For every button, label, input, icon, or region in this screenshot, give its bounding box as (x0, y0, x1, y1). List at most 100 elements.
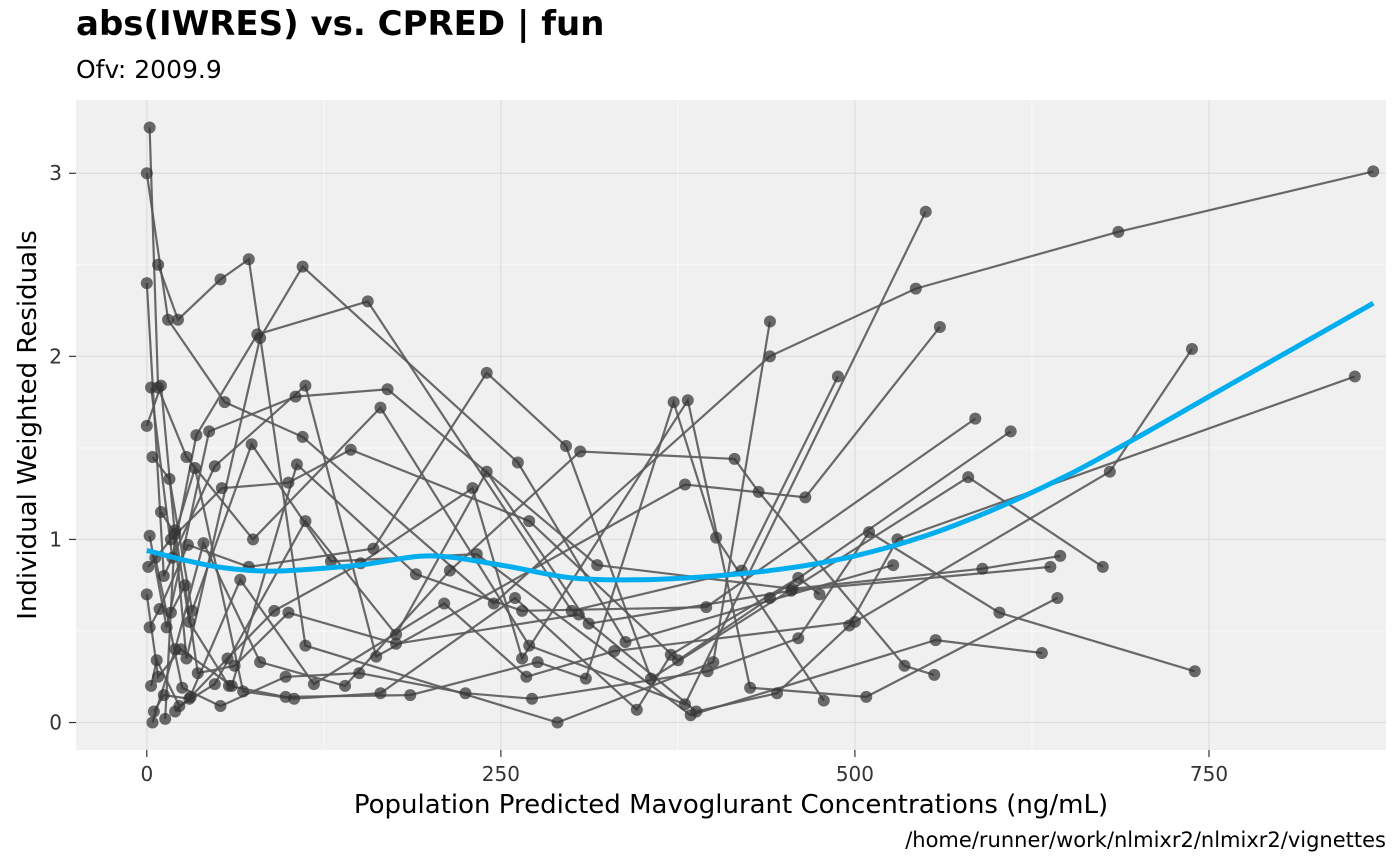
data-point (644, 672, 657, 685)
data-point (299, 639, 312, 652)
data-point (237, 685, 250, 698)
data-point (296, 430, 309, 443)
data-point (299, 379, 312, 392)
data-point (909, 282, 922, 295)
smooth-line (146, 301, 1375, 583)
data-point (208, 678, 221, 691)
data-point (186, 604, 199, 617)
data-point (154, 379, 167, 392)
data-point (560, 440, 573, 453)
data-point (176, 681, 189, 694)
data-point (162, 313, 175, 326)
data-point (929, 634, 942, 647)
data-point (763, 350, 776, 363)
data-point (152, 670, 165, 683)
data-point (339, 679, 352, 692)
y-tick-label: 3 (49, 161, 62, 185)
data-point (700, 601, 713, 614)
grid-lines (76, 100, 1386, 750)
data-point (143, 529, 156, 542)
data-point (678, 698, 691, 711)
data-point (150, 654, 163, 667)
data-point (218, 396, 231, 409)
data-point (523, 515, 536, 528)
data-point (140, 167, 153, 180)
data-point (1103, 465, 1116, 478)
data-point (299, 515, 312, 528)
data-point (523, 639, 536, 652)
data-point (1096, 560, 1109, 573)
data-point (146, 451, 159, 464)
data-point (487, 597, 500, 610)
data-point (1348, 370, 1361, 383)
y-tick-label: 1 (49, 527, 62, 551)
data-point (208, 460, 221, 473)
data-point (1004, 425, 1017, 438)
data-point (143, 621, 156, 634)
data-point (520, 670, 533, 683)
data-point (157, 570, 170, 583)
caption-path: /home/runner/work/nlmixr2/nlmixr2/vignet… (905, 828, 1386, 852)
data-point (744, 681, 757, 694)
data-point (459, 687, 472, 700)
data-point (619, 635, 632, 648)
data-point (817, 694, 830, 707)
data-point (214, 700, 227, 713)
data-point (681, 394, 694, 407)
subject-line (157, 257, 771, 724)
data-point (282, 606, 295, 619)
data-point (242, 253, 255, 266)
data-point (279, 670, 292, 683)
data-point (1185, 343, 1198, 356)
data-point (190, 429, 203, 442)
data-point (254, 656, 267, 669)
data-point (152, 258, 165, 271)
y-tick-label: 0 (49, 711, 62, 735)
y-axis-title: Individual Weighted Residuals (13, 230, 43, 620)
data-point (290, 458, 303, 471)
chart-subtitle: Ofv: 2009.9 (76, 55, 222, 84)
data-point (919, 205, 932, 218)
data-point (969, 412, 982, 425)
y-axis-ticks: 0 1 2 3 (49, 161, 76, 735)
data-point (1035, 646, 1048, 659)
data-point (511, 456, 524, 469)
data-point (344, 443, 357, 456)
data-point (169, 705, 182, 718)
data-point (222, 679, 235, 692)
data-point (466, 482, 479, 495)
data-point (390, 637, 403, 650)
data-point (928, 668, 941, 681)
data-point (480, 465, 493, 478)
data-point (831, 370, 844, 383)
data-point (154, 505, 167, 518)
data-point (664, 648, 677, 661)
data-point (1112, 225, 1125, 238)
data-point (289, 390, 302, 403)
data-point (582, 617, 595, 630)
data-point (191, 667, 204, 680)
data-point (962, 471, 975, 484)
data-point (690, 705, 703, 718)
data-point (799, 491, 812, 504)
data-point (381, 383, 394, 396)
data-point (701, 665, 714, 678)
data-point (516, 652, 529, 665)
data-point (180, 652, 193, 665)
data-point (792, 632, 805, 645)
data-point (572, 608, 585, 621)
data-point (771, 687, 784, 700)
data-point (1044, 560, 1057, 573)
data-point (324, 555, 337, 568)
data-point (1051, 592, 1064, 605)
data-point (140, 419, 153, 432)
data-point (710, 531, 723, 544)
data-point (409, 568, 422, 581)
data-point (374, 687, 387, 700)
data-point (993, 606, 1006, 619)
data-point (142, 560, 155, 573)
data-point (361, 295, 374, 308)
data-point (390, 628, 403, 641)
data-point (169, 643, 182, 656)
